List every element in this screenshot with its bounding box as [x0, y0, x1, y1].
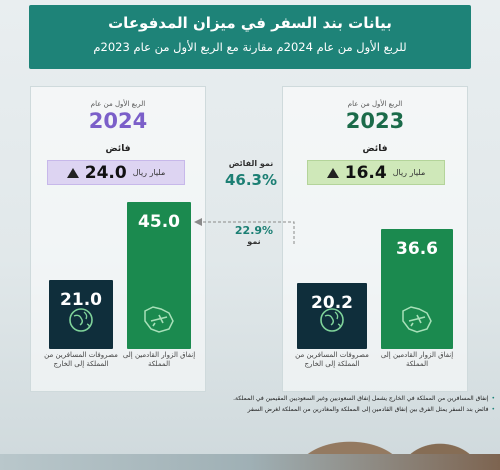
panel-2023: الربع الأول من عام 2023 فائض 16.4 مليار …: [282, 86, 468, 392]
page-header: بيانات بند السفر في ميزان المدفوعات للرب…: [29, 5, 471, 69]
surplus-unit: مليار ريال: [392, 168, 426, 177]
year-2023: 2023: [345, 109, 405, 133]
globe-icon: [66, 305, 96, 339]
panel-2024: الربع الأول من عام 2024 فائض 24.0 مليار …: [30, 86, 206, 392]
page-title: بيانات بند السفر في ميزان المدفوعات: [108, 14, 392, 32]
period-label: الربع الأول من عام: [90, 100, 146, 108]
year-2024: 2024: [88, 109, 148, 133]
status-label: فائض: [105, 144, 131, 154]
saudi-map-plane-icon: [139, 303, 179, 339]
surplus-growth-label: نمو الفائض: [228, 159, 274, 168]
bullet-icon: •: [491, 395, 495, 402]
bar-value: 45.0: [138, 212, 180, 232]
surplus-unit: مليار ريال: [132, 168, 166, 177]
bullet-icon: •: [491, 406, 495, 413]
page-subtitle: للربع الأول من عام 2024م مقارنة مع الربع…: [93, 40, 407, 54]
surplus-value: 16.4: [344, 162, 387, 183]
bar-value: 21.0: [60, 290, 102, 310]
inbound-growth-label: نمو: [247, 237, 261, 246]
footnote-2: •فائض بند السفر يمثل الفرق بين إنفاق الق…: [247, 406, 495, 413]
bar-value: 20.2: [311, 293, 353, 313]
bar-inbound-2023: 36.6: [381, 229, 453, 349]
bar-label-outbound: مصروفات المسافرين من المملكة إلى الخارج: [44, 351, 118, 369]
up-arrow-icon: [326, 167, 339, 178]
up-arrow-icon: [66, 167, 79, 178]
surplus-pill-2023: 16.4 مليار ريال: [307, 160, 445, 185]
bar-label-outbound: مصروفات المسافرين من المملكة إلى الخارج: [295, 351, 369, 369]
inbound-growth-value: 22.9%: [234, 224, 274, 237]
ground-decoration: [0, 454, 500, 470]
growth-arrow: [194, 218, 295, 244]
bar-value: 36.6: [396, 239, 438, 259]
saudi-map-plane-icon: [397, 303, 437, 339]
globe-icon: [317, 305, 347, 339]
surplus-growth-value: 46.3%: [224, 171, 278, 189]
period-label: الربع الأول من عام: [347, 100, 403, 108]
bar-outbound-2023: 20.2: [297, 283, 367, 349]
status-label: فائض: [362, 144, 388, 154]
bar-outbound-2024: 21.0: [49, 280, 113, 349]
bar-inbound-2024: 45.0: [127, 202, 191, 349]
footnote-1: •إنفاق المسافرين من المملكة في الخارج يش…: [233, 395, 495, 402]
bar-label-inbound: إنفاق الزوار القادمين إلى المملكة: [380, 351, 454, 369]
surplus-value: 24.0: [84, 162, 127, 183]
surplus-pill-2024: 24.0 مليار ريال: [47, 160, 185, 185]
bar-label-inbound: إنفاق الزوار القادمين إلى المملكة: [122, 351, 196, 369]
